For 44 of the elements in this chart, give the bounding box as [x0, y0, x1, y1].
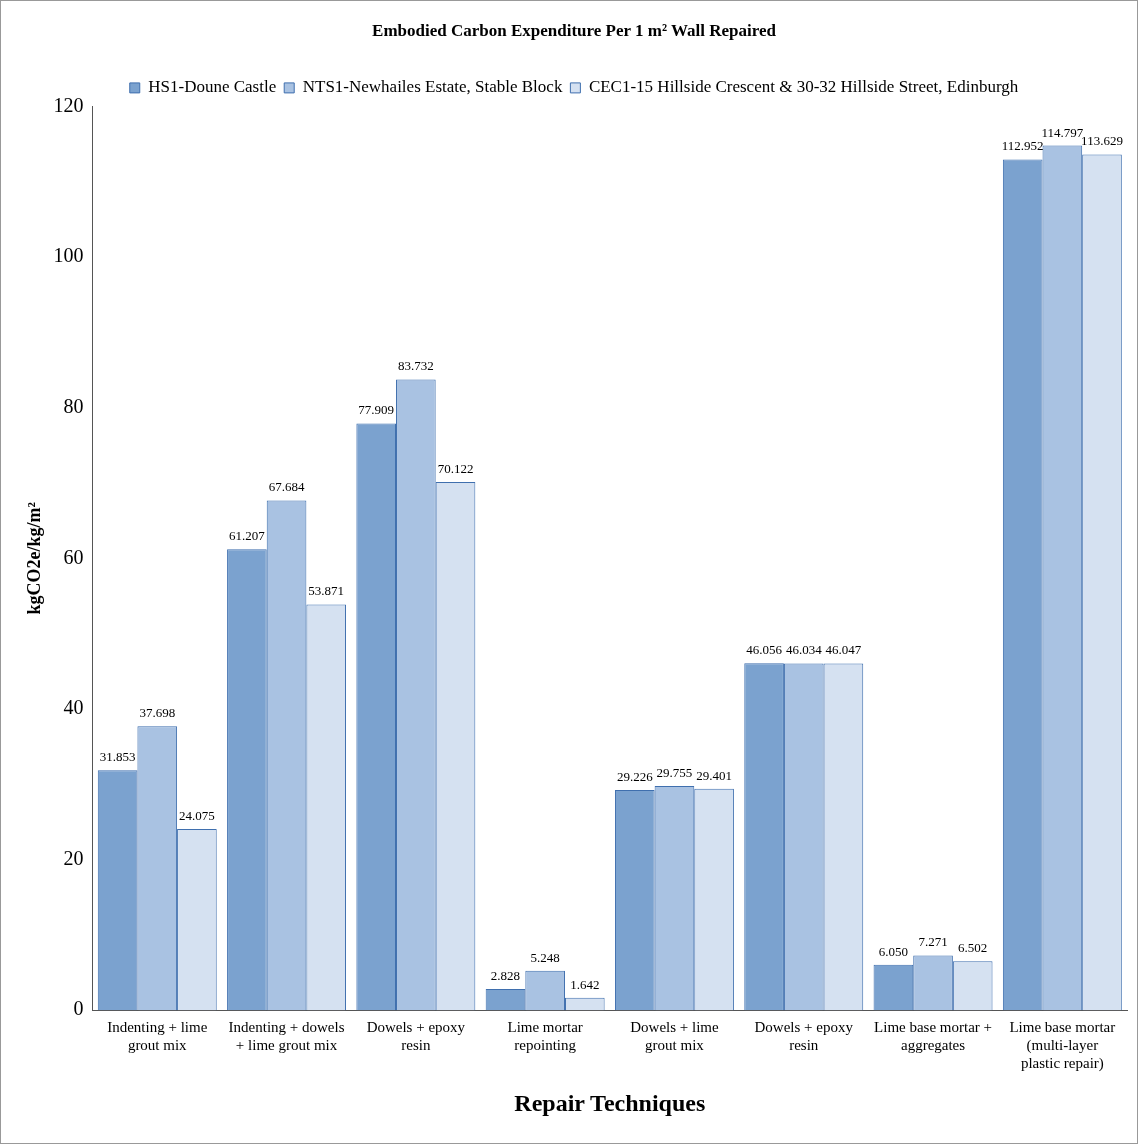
data-label: 1.642 [570, 976, 600, 992]
chart-title: Embodied Carbon Expenditure Per 1 m² Wall Repaired [372, 20, 777, 40]
data-label: 53.871 [308, 583, 345, 599]
data-label: 29.755 [656, 765, 693, 781]
x-tick-label: Indenting + dowels + lime grout mix [228, 1019, 345, 1054]
legend-label: NTS1-Newhailes Estate, Stable Block [302, 77, 563, 97]
y-tick-label: 40 [63, 696, 84, 719]
data-label: 46.056 [746, 642, 783, 658]
y-axis-title: kgCO2e/kg/m² [24, 502, 45, 615]
data-label: 83.732 [397, 358, 434, 374]
data-label: 112.952 [1001, 138, 1044, 154]
data-label: 67.684 [268, 479, 305, 495]
y-tick-label: 100 [53, 244, 84, 267]
legend-label: HS1-Doune Castle [148, 77, 277, 97]
data-label: 5.248 [530, 949, 560, 965]
data-label: 24.075 [179, 807, 215, 823]
data-label: 2.828 [490, 967, 521, 983]
y-tick-label: 0 [73, 997, 84, 1020]
data-label: 31.853 [99, 749, 136, 765]
legend-label: CEC1-15 Hillside Crescent & 30-32 Hillside Street, Edinburgh [588, 77, 1019, 97]
data-label: 77.909 [358, 402, 395, 418]
x-tick-label: Lime base mortar + aggregates [874, 1019, 993, 1054]
x-tick-label: Lime mortar repointing [507, 1019, 583, 1054]
data-label: 29.401 [696, 767, 732, 783]
data-label: 61.207 [229, 528, 266, 544]
data-label: 113.629 [1081, 133, 1123, 149]
data-label: 7.271 [918, 934, 948, 950]
y-tick-label: 60 [63, 545, 84, 568]
y-tick-label: 80 [63, 394, 84, 417]
data-label: 37.698 [139, 705, 176, 721]
x-tick-label: Lime base mortar (multi-layer plastic repair) [1009, 1019, 1116, 1073]
x-tick-label: Dowels + lime grout mix [630, 1019, 720, 1054]
x-tick-label: Dowels + epoxy resin [366, 1019, 466, 1054]
y-tick-label: 120 [53, 93, 84, 116]
data-label: 70.122 [437, 460, 474, 476]
data-label: 6.050 [878, 943, 909, 959]
x-tick-label: Indenting + lime grout mix [107, 1019, 208, 1054]
y-tick-label: 20 [63, 846, 84, 869]
x-axis-title: Repair Techniques [514, 1089, 706, 1116]
data-label: 6.502 [958, 940, 988, 956]
x-tick-label: Dowels + epoxy resin [754, 1019, 854, 1054]
data-label: 46.034 [785, 642, 823, 658]
data-label: 29.226 [616, 769, 654, 784]
data-label: 46.047 [825, 642, 862, 658]
